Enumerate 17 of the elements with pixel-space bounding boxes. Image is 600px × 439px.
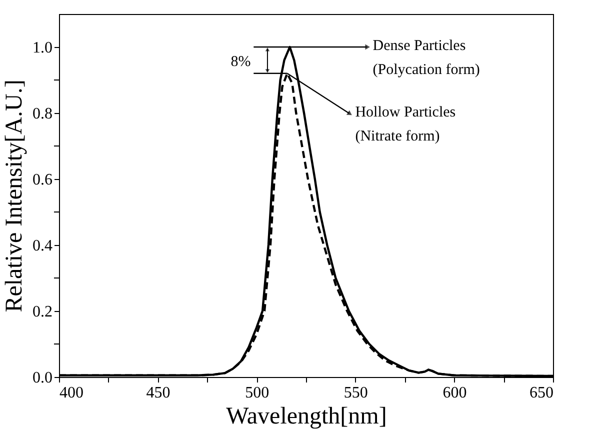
y-tick-label: 0.8 <box>32 106 52 122</box>
y-tick-label: 1.0 <box>32 40 52 56</box>
x-tick-label: 650 <box>530 384 554 402</box>
x-tick-label: 550 <box>344 384 368 402</box>
y-tick-label: 0.4 <box>32 238 52 254</box>
x-tick-label: 450 <box>146 384 170 402</box>
x-tick-label: 400 <box>60 384 84 402</box>
y-tick-label: 0.0 <box>32 370 52 386</box>
x-tick-label: 500 <box>245 384 270 402</box>
y-axis-title: Relative Intensity[A.U.] <box>2 80 28 312</box>
y-tick-label: 0.2 <box>32 304 52 320</box>
x-tick-label: 600 <box>442 384 467 402</box>
y-tick-label: 0.6 <box>32 172 52 188</box>
legend-label: Hollow Particles (Nitrate form) <box>355 104 456 144</box>
annotation: 8% <box>230 54 251 70</box>
legend-label: Dense Particles (Polycation form) <box>372 38 480 78</box>
x-axis-title: Wavelength[nm] <box>226 404 387 430</box>
